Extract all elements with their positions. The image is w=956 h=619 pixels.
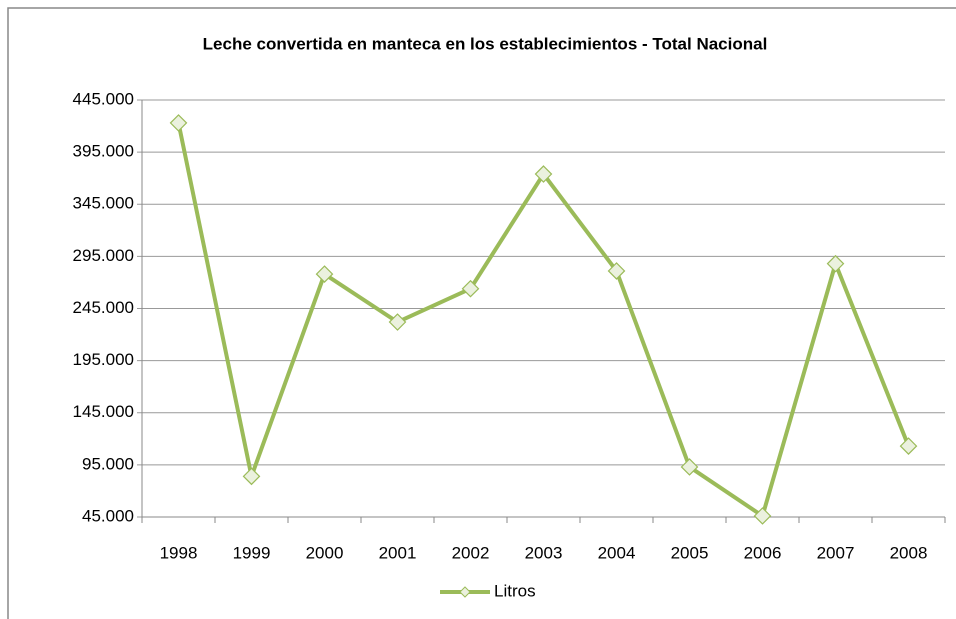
x-tick-label: 2000 <box>306 543 344 562</box>
point-marker <box>315 265 334 283</box>
point-marker <box>388 313 407 331</box>
x-tick-label: 1999 <box>233 543 271 562</box>
y-tick-label: 445.000 <box>73 89 134 108</box>
x-tick-label: 2001 <box>379 543 417 562</box>
x-tick-label: 2002 <box>452 543 490 562</box>
x-tick-label: 2008 <box>890 543 928 562</box>
x-tick-label: 2007 <box>817 543 855 562</box>
point-marker <box>899 437 918 455</box>
point-marker <box>607 262 626 280</box>
legend-marker <box>459 586 471 598</box>
y-tick-label: 95.000 <box>82 454 134 473</box>
point-marker <box>461 279 480 298</box>
point-marker <box>169 114 188 132</box>
x-tick-label: 2003 <box>525 543 563 562</box>
point-marker <box>753 507 772 525</box>
chart-title: Leche convertida en manteca en los estab… <box>203 34 768 53</box>
x-tick-label: 2005 <box>671 543 709 562</box>
point-marker <box>680 458 699 476</box>
legend-label: Litros <box>494 581 536 600</box>
point-marker <box>534 165 553 183</box>
y-tick-label: 345.000 <box>73 194 134 213</box>
point-marker <box>242 467 261 486</box>
y-tick-label: 245.000 <box>73 298 134 317</box>
x-tick-label: 1998 <box>160 543 198 562</box>
y-tick-label: 145.000 <box>73 402 134 421</box>
point-marker <box>826 254 845 273</box>
chart-border <box>7 7 956 619</box>
y-tick-label: 395.000 <box>73 142 134 161</box>
y-tick-label: 295.000 <box>73 246 134 265</box>
y-tick-label: 45.000 <box>82 506 134 525</box>
y-tick-label: 195.000 <box>73 350 134 369</box>
x-tick-label: 2006 <box>744 543 782 562</box>
x-tick-label: 2004 <box>598 543 636 562</box>
